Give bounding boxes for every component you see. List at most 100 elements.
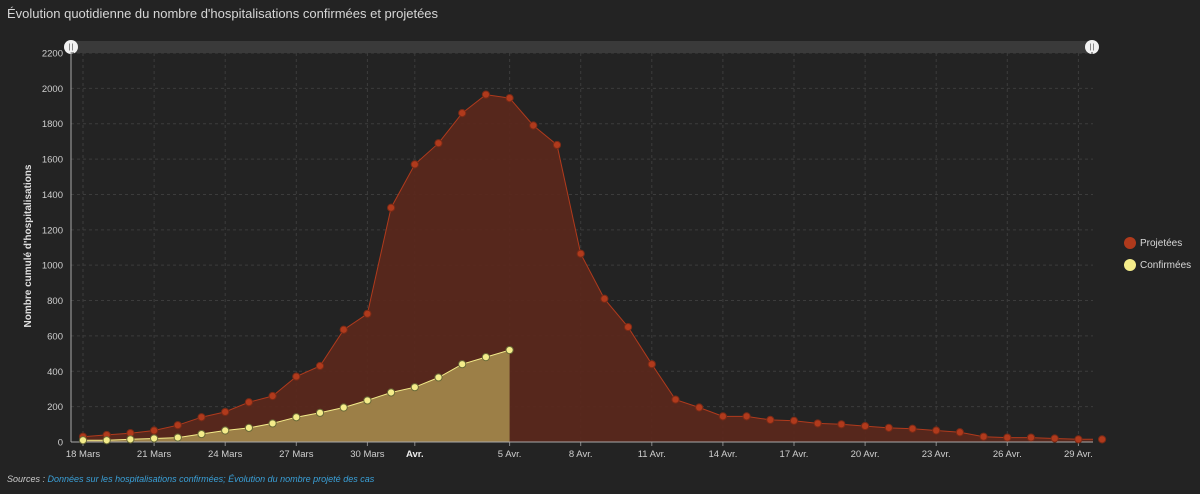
zoom-handle-left[interactable] [64,40,78,54]
y-tick-label: 200 [47,402,63,413]
sources-footer: Sources : Données sur les hospitalisatio… [7,474,374,484]
point-projected [411,161,418,168]
point-confirmed [506,346,513,353]
point-projected [553,141,560,148]
legend-marker-confirmed [1124,259,1136,271]
y-tick-label: 1400 [42,190,63,201]
point-projected [151,427,158,434]
point-confirmed [388,389,395,396]
x-tick-label: 8 Avr. [569,449,593,460]
point-projected [1004,434,1011,441]
point-confirmed [269,420,276,427]
point-projected [388,204,395,211]
point-projected [435,140,442,147]
point-projected [1027,434,1034,441]
point-projected [174,422,181,429]
point-projected [956,429,963,436]
point-projected [459,110,466,117]
point-projected [269,392,276,399]
x-axis-ticks: 18 Mars 21 Mars 24 Mars 27 Mars 30 Mars Avr. 5… [66,449,1093,460]
x-tick-label: 17 Avr. [780,449,809,460]
point-projected [198,414,205,421]
point-projected [530,122,537,129]
point-confirmed [459,361,466,368]
point-projected [980,433,987,440]
y-tick-label: 1600 [42,155,63,166]
legend-label-confirmed: Confirmées [1140,260,1191,271]
y-tick-label: 2000 [42,84,63,95]
zoom-handle-right[interactable] [1085,40,1099,54]
point-projected [862,422,869,429]
x-tick-label: 27 Mars [279,449,314,460]
y-tick-label: 1800 [42,119,63,130]
point-projected [482,91,489,98]
point-projected [1051,435,1058,442]
point-projected [1075,436,1082,443]
sources-prefix: Sources : [7,474,48,484]
point-confirmed [127,436,134,443]
x-tick-label: 26 Avr. [993,449,1022,460]
point-projected [838,421,845,428]
y-tick-label: 800 [47,296,63,307]
legend-item-confirmed[interactable]: Confirmées [1124,259,1191,271]
point-projected [506,94,513,101]
legend-marker-projected [1124,237,1136,249]
point-projected [767,416,774,423]
y-axis-label: Nombre cumulé d'hospitalisations [23,164,34,327]
legend-item-projected[interactable]: Projetées [1124,237,1182,249]
x-tick-label: 23 Avr. [922,449,951,460]
point-confirmed [364,397,371,404]
point-projected [909,425,916,432]
point-confirmed [174,434,181,441]
point-projected [577,250,584,257]
point-confirmed [340,404,347,411]
x-tick-label: 21 Mars [137,449,172,460]
point-projected [672,396,679,403]
y-axis-ticks: 0 200 400 600 800 1000 1200 1400 1600 1800 2000 220… [42,49,63,449]
chart: 0 200 400 600 800 1000 1200 1400 1600 1800 2000 220… [0,0,1200,494]
point-projected [340,326,347,333]
point-projected [790,417,797,424]
x-tick-label: 11 Avr. [638,449,666,460]
legend: Projetées Confirmées [1124,237,1191,271]
point-confirmed [151,435,158,442]
y-tick-label: 0 [58,438,63,449]
point-projected [293,373,300,380]
x-tick-label: 24 Mars [208,449,243,460]
point-confirmed [411,384,418,391]
series-areas [83,95,1102,442]
point-confirmed [103,437,110,444]
point-projected [316,362,323,369]
point-confirmed [245,424,252,431]
point-projected [933,427,940,434]
point-projected [245,399,252,406]
point-confirmed [316,409,323,416]
point-projected [625,323,632,330]
point-confirmed [293,414,300,421]
point-projected [885,424,892,431]
x-tick-label: Avr. [406,449,424,460]
point-confirmed [198,430,205,437]
point-projected [743,413,750,420]
point-projected [648,361,655,368]
x-tick-label: 30 Mars [350,449,385,460]
point-confirmed [79,437,86,444]
zoom-slider-track[interactable] [71,41,1093,53]
point-projected [696,404,703,411]
point-confirmed [482,354,489,361]
y-tick-label: 1000 [42,261,63,272]
sources-links[interactable]: Données sur les hospitalisations confirm… [48,474,375,484]
x-tick-label: 18 Mars [66,449,101,460]
y-tick-label: 2200 [42,49,63,60]
y-tick-label: 1200 [42,225,63,236]
legend-label-projected: Projetées [1140,238,1182,249]
x-tick-label: 5 Avr. [498,449,522,460]
point-projected [364,310,371,317]
x-tick-label: 20 Avr. [851,449,880,460]
y-tick-label: 600 [47,331,63,342]
y-tick-label: 400 [47,367,63,378]
point-projected [222,408,229,415]
point-confirmed [435,374,442,381]
point-projected [719,413,726,420]
x-tick-label: 14 Avr. [708,449,737,460]
